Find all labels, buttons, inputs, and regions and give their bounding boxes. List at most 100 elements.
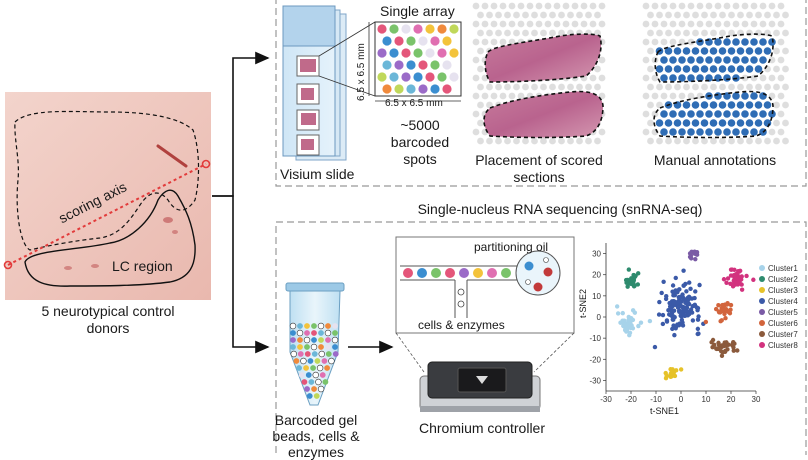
grid-spot bbox=[692, 137, 699, 145]
grid-spot bbox=[768, 74, 776, 82]
grid-spot bbox=[746, 83, 753, 91]
grid-spot bbox=[647, 101, 654, 109]
annotated-spot bbox=[687, 110, 695, 118]
array-spot bbox=[442, 84, 452, 94]
annotated-spot bbox=[754, 101, 763, 109]
scatter-point bbox=[682, 306, 687, 311]
scatter-point bbox=[681, 268, 686, 273]
grid-spot bbox=[567, 137, 574, 145]
gel-bead bbox=[312, 371, 319, 379]
annotated-spot bbox=[732, 110, 740, 118]
grid-spot bbox=[495, 11, 502, 19]
annotated-spot bbox=[732, 128, 740, 136]
grid-spot bbox=[710, 137, 717, 145]
gel-bead bbox=[297, 344, 303, 350]
grid-spot bbox=[531, 11, 538, 19]
array-spot bbox=[418, 84, 428, 94]
grid-spot bbox=[531, 29, 538, 37]
grid-spot bbox=[660, 2, 668, 10]
scatter-point bbox=[690, 318, 696, 323]
grid-spot bbox=[642, 110, 650, 118]
scatter-point bbox=[668, 367, 673, 372]
donors-label-line1: 5 neurotypical control bbox=[41, 303, 175, 319]
scatter-point bbox=[724, 302, 730, 307]
annotated-spot bbox=[750, 110, 758, 118]
grid-spot bbox=[642, 92, 650, 100]
array-spot bbox=[382, 36, 392, 46]
channel-bead bbox=[473, 268, 483, 278]
grid-spot bbox=[705, 20, 713, 28]
scatter-point bbox=[623, 327, 629, 332]
grid-spot bbox=[701, 83, 708, 91]
grid-spot bbox=[490, 2, 498, 10]
array-spot bbox=[382, 60, 392, 70]
annotated-spot bbox=[727, 47, 736, 55]
grid-spot bbox=[768, 56, 776, 64]
gel-bead bbox=[303, 365, 309, 371]
grid-spot bbox=[562, 2, 570, 10]
grid-spot bbox=[585, 11, 592, 19]
annotated-spot bbox=[759, 56, 767, 64]
grid-spot bbox=[598, 56, 606, 64]
array-spot bbox=[437, 24, 447, 34]
legend-label: Cluster3 bbox=[768, 286, 798, 295]
annotated-spot bbox=[696, 38, 704, 46]
array-dim-vertical: 6.5 x 6.5 mm bbox=[356, 43, 367, 101]
grid-spot bbox=[477, 101, 484, 109]
grid-spot bbox=[777, 92, 785, 100]
grid-spot bbox=[782, 29, 789, 37]
visium-slide bbox=[282, 5, 376, 161]
gel-bead bbox=[297, 337, 303, 343]
grid-spot bbox=[508, 2, 516, 10]
grid-spot bbox=[660, 92, 668, 100]
annotated-spot bbox=[691, 65, 700, 73]
scatter-point bbox=[614, 304, 620, 309]
array-spot bbox=[394, 36, 404, 46]
grid-spot bbox=[782, 83, 789, 91]
grid-spot bbox=[508, 38, 516, 46]
scatter-point bbox=[636, 323, 641, 329]
array-spot bbox=[430, 36, 440, 46]
scatter-point bbox=[680, 292, 685, 297]
grid-spot bbox=[651, 74, 659, 82]
placement-panel bbox=[471, 0, 607, 150]
annotated-spot bbox=[759, 110, 767, 118]
grid-spot bbox=[504, 11, 511, 19]
y-tick-label: 20 bbox=[592, 271, 601, 280]
scatter-point bbox=[719, 308, 724, 314]
array-spot bbox=[413, 24, 423, 34]
annotated-spot bbox=[705, 128, 713, 136]
array-dim-horizontal: 6.5 x 6.5 mm bbox=[385, 98, 443, 109]
grid-spot bbox=[782, 47, 789, 55]
grid-spot bbox=[549, 137, 556, 145]
scatter-point bbox=[620, 310, 625, 316]
manual-annotations-label: Manual annotations bbox=[653, 152, 777, 168]
scatter-point bbox=[622, 322, 628, 327]
annotated-spot bbox=[759, 38, 767, 46]
annotated-spot bbox=[682, 65, 691, 73]
grid-spot bbox=[531, 137, 538, 145]
grid-spot bbox=[674, 11, 681, 19]
array-spot bbox=[425, 72, 435, 82]
grid-spot bbox=[651, 92, 659, 100]
grid-spot bbox=[656, 29, 663, 37]
array-spot bbox=[442, 60, 452, 70]
grid-spot bbox=[472, 92, 480, 100]
scatter-point bbox=[719, 353, 725, 358]
array-spot bbox=[377, 48, 387, 58]
scatter-point bbox=[722, 311, 727, 317]
annotated-spot bbox=[736, 65, 745, 73]
scatter-point bbox=[688, 286, 693, 292]
annotated-spot bbox=[669, 128, 677, 136]
channel-bead bbox=[431, 268, 441, 278]
channel-bead bbox=[459, 268, 469, 278]
annotated-spot bbox=[718, 47, 727, 55]
annotated-spot bbox=[687, 74, 695, 82]
gel-bead bbox=[301, 379, 308, 385]
grid-spot bbox=[526, 20, 534, 28]
annotated-spot bbox=[723, 110, 731, 118]
gel-bead bbox=[290, 337, 296, 343]
scatter-point bbox=[751, 277, 756, 282]
gel-bead bbox=[316, 364, 324, 372]
legend-label: Cluster4 bbox=[768, 297, 798, 306]
